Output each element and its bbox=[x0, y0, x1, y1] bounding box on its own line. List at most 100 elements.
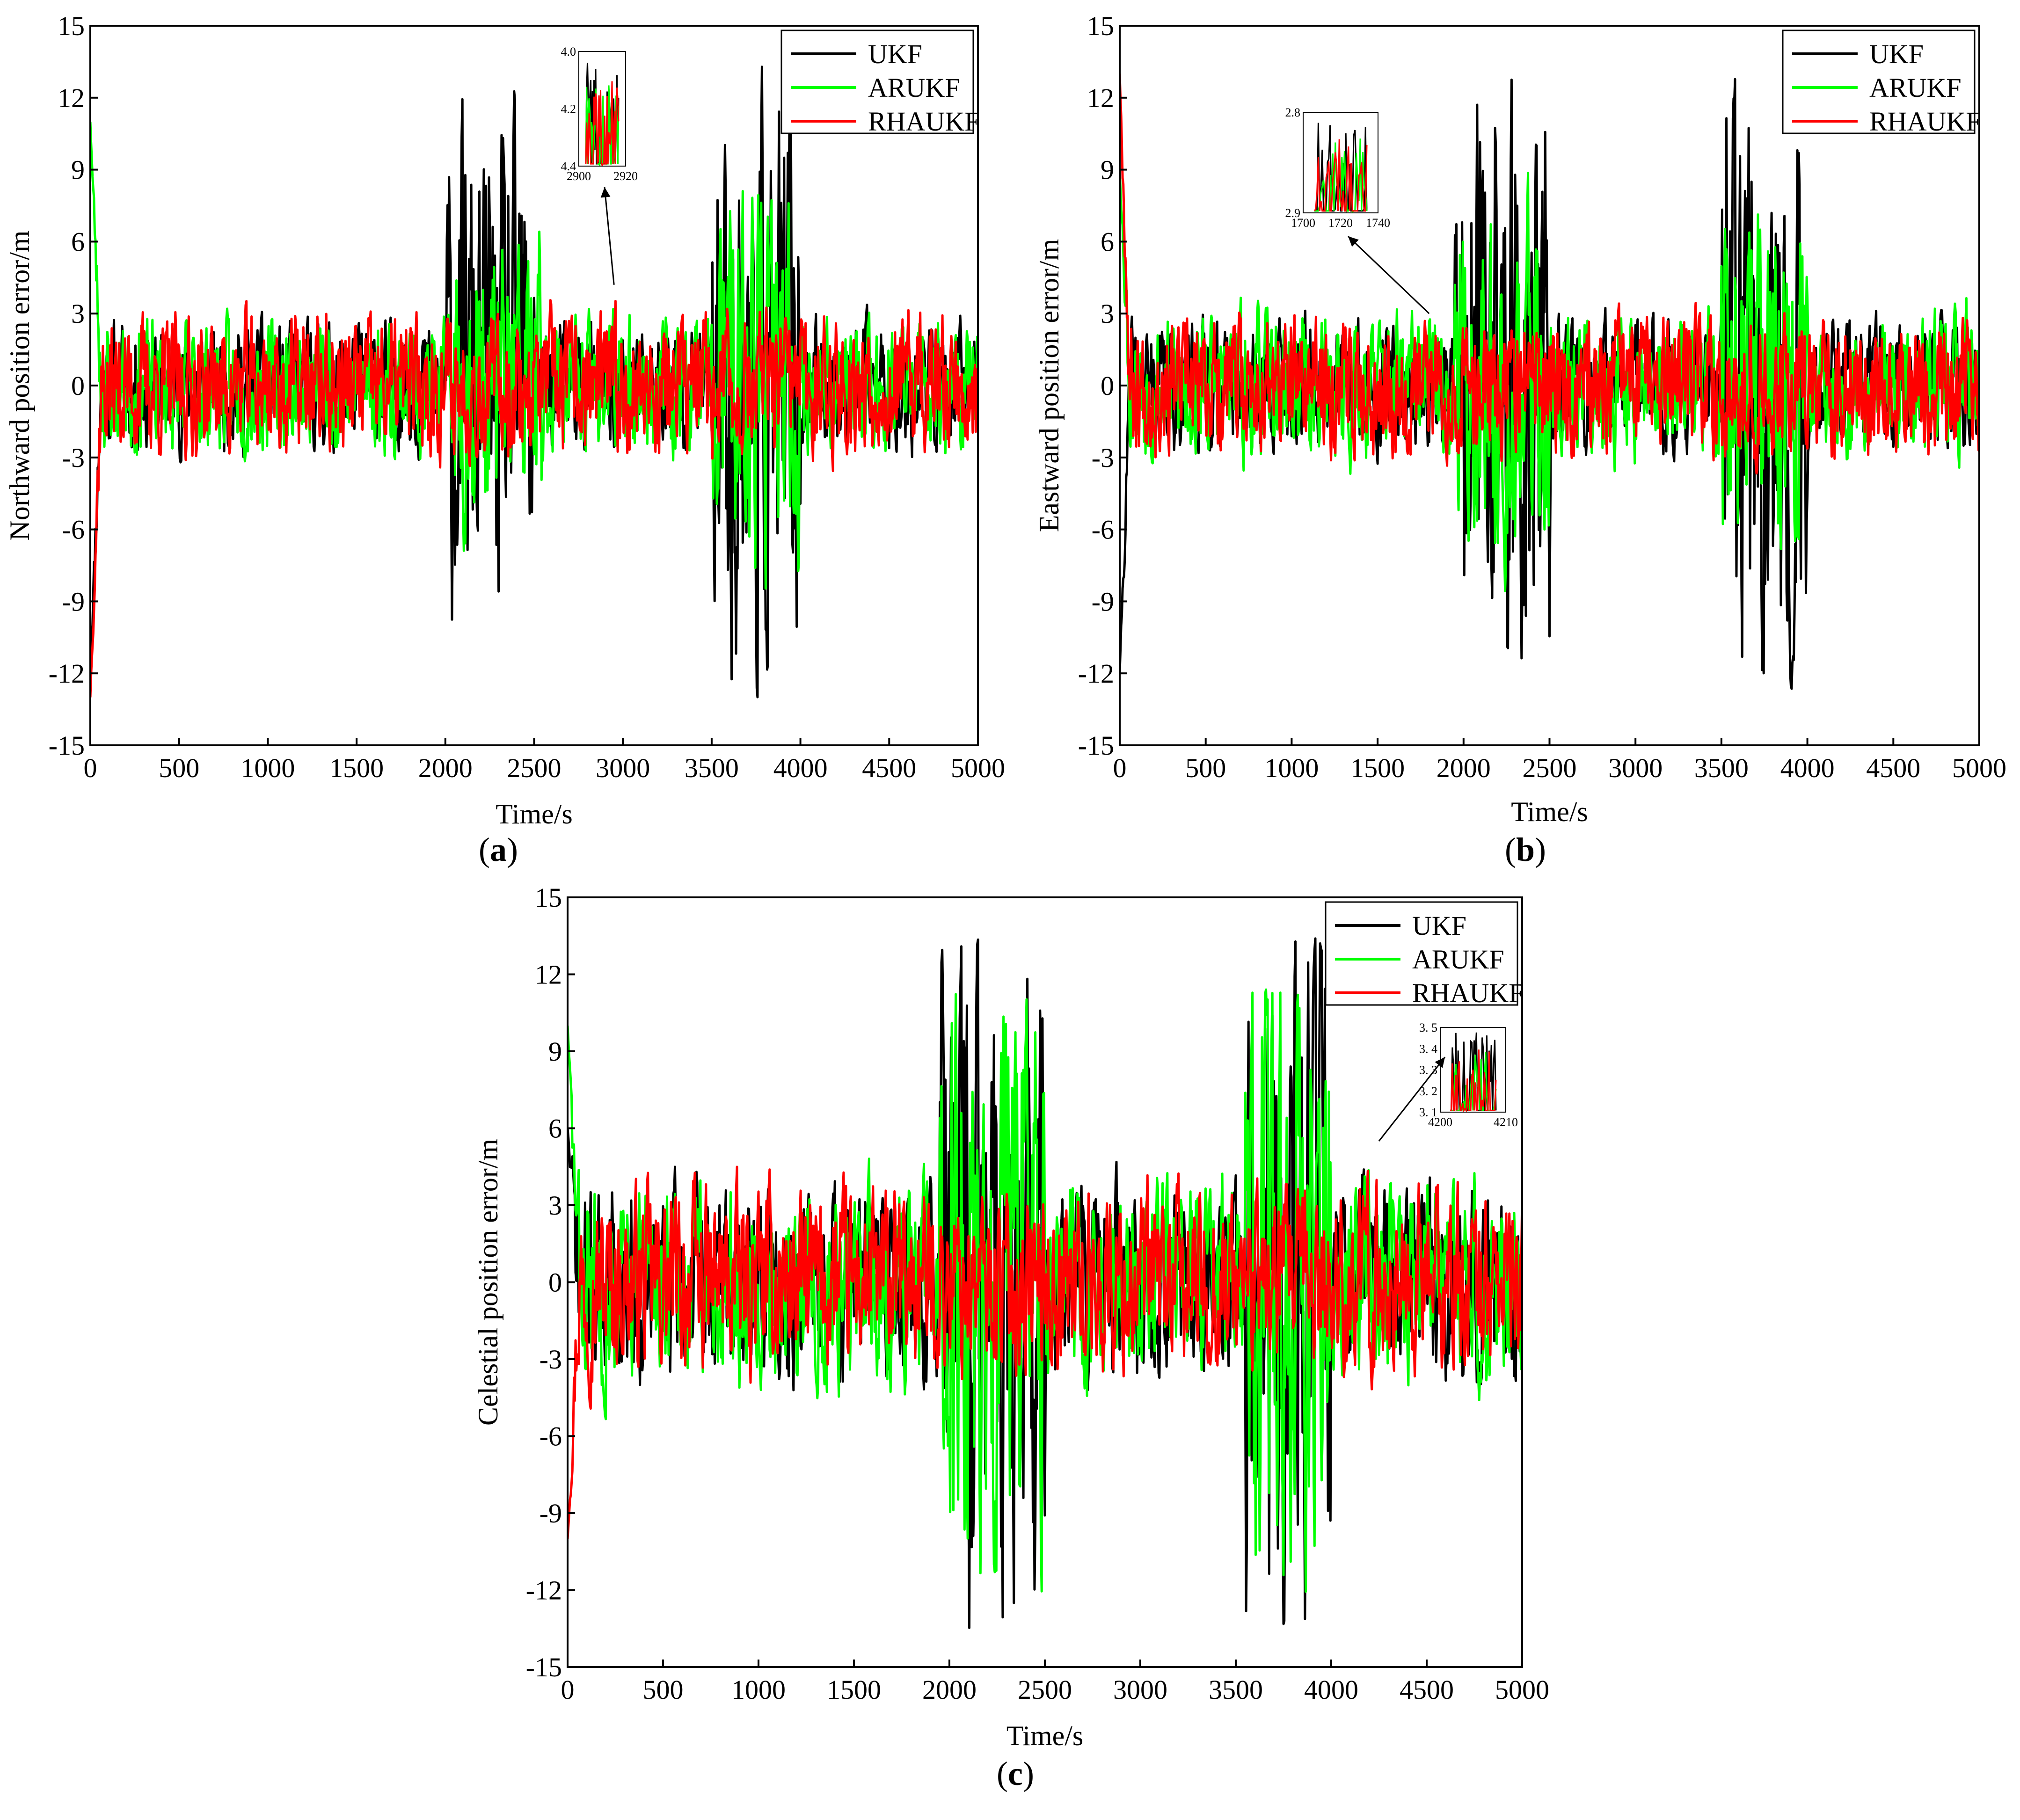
y-axis-label: Eastward position error/m bbox=[1034, 239, 1065, 532]
inset-arrow-head bbox=[1348, 236, 1359, 247]
series-line-rhaukf bbox=[90, 299, 978, 698]
x-tick-label: 4500 bbox=[1400, 1674, 1454, 1705]
inset-y-tick-label: 2.8 bbox=[1285, 106, 1301, 119]
inset-x-tick-label: 1740 bbox=[1366, 216, 1390, 230]
inset-arrow bbox=[1378, 1056, 1446, 1142]
inset: 1700 1720 1740 2.8 2.9 bbox=[1285, 106, 1430, 314]
x-tick-label: 1000 bbox=[1264, 753, 1319, 783]
y-tick-label: -6 bbox=[62, 515, 85, 545]
x-tick-label: 1500 bbox=[1350, 753, 1405, 783]
inset-x-tick-label: 2920 bbox=[613, 169, 638, 183]
y-tick-label: 15 bbox=[535, 882, 562, 913]
legend-box bbox=[780, 29, 974, 134]
y-tick-label: -15 bbox=[1078, 730, 1114, 761]
x-axis-label: Time/s bbox=[1511, 796, 1588, 827]
inset-y-tick-label: 3. 5 bbox=[1419, 1021, 1437, 1034]
x-tick-label: 4500 bbox=[1866, 753, 1920, 783]
y-tick-label: 9 bbox=[1101, 155, 1114, 185]
caption-letter: a bbox=[490, 831, 507, 868]
inset-y-tick-label: 3. 1 bbox=[1419, 1106, 1437, 1119]
y-axis-label: Northward position error/m bbox=[4, 230, 35, 540]
inset-x-tick-label: 4200 bbox=[1428, 1115, 1452, 1129]
panel-caption: (b) bbox=[1505, 831, 1546, 868]
y-tick-label: 15 bbox=[58, 11, 85, 41]
inset-series-rhaukf bbox=[585, 81, 620, 166]
caption-letter: c bbox=[1008, 1755, 1023, 1792]
x-axis-label: Time/s bbox=[496, 799, 573, 830]
y-tick-label: -12 bbox=[49, 658, 85, 689]
legend-label-rhaukf: RHAUKF bbox=[1412, 978, 1524, 1008]
x-tick-label: 1000 bbox=[731, 1674, 786, 1705]
legend-label-rhaukf: RHAUKF bbox=[1869, 106, 1981, 137]
x-tick-label: 2000 bbox=[1437, 753, 1491, 783]
panel-caption: (c) bbox=[997, 1755, 1034, 1792]
legend-box bbox=[1325, 901, 1518, 1006]
inset-y-tick-label: 4.0 bbox=[561, 45, 576, 58]
x-tick-label: 5000 bbox=[951, 753, 1005, 783]
legend-label-arukf: ARUKF bbox=[868, 73, 960, 103]
y-tick-label: 9 bbox=[548, 1036, 562, 1067]
x-tick-label: 2500 bbox=[1018, 1674, 1072, 1705]
x-tick-label: 3500 bbox=[685, 753, 739, 783]
x-tick-label: 1500 bbox=[329, 753, 384, 783]
x-tick-label: 5000 bbox=[1952, 753, 2006, 783]
x-tick-label: 500 bbox=[159, 753, 199, 783]
legend-label-rhaukf: RHAUKF bbox=[868, 106, 980, 137]
y-tick-label: 0 bbox=[548, 1267, 562, 1298]
legend-label-ukf: UKF bbox=[1869, 39, 1924, 69]
y-tick-label: -6 bbox=[540, 1421, 562, 1452]
y-tick-label: 12 bbox=[535, 960, 562, 990]
legend-label-ukf: UKF bbox=[868, 39, 922, 69]
series-line-rhaukf bbox=[1120, 73, 1979, 475]
panel-caption: (a) bbox=[479, 831, 518, 868]
y-tick-label: -3 bbox=[540, 1344, 562, 1375]
series-line-arukf bbox=[90, 122, 978, 590]
panel-c: 0 500 1000 1500 2000 2500 3000 3500 4000 4500 5000… bbox=[473, 882, 1549, 1792]
inset-arrow-head bbox=[1435, 1057, 1445, 1068]
caption-close: ) bbox=[1023, 1755, 1034, 1792]
inset-series-rhaukf bbox=[1313, 139, 1368, 212]
inset: 2900 2920 4.0 4.2 4.4 bbox=[561, 45, 638, 285]
y-tick-label: -9 bbox=[62, 586, 85, 617]
x-tick-label: 2500 bbox=[507, 753, 562, 783]
y-axis-label: Celestial position error/m bbox=[473, 1139, 503, 1426]
legend-box bbox=[1782, 29, 1976, 134]
y-tick-label: 6 bbox=[548, 1114, 562, 1144]
y-tick-label: 3 bbox=[548, 1190, 562, 1221]
y-tick-label: -3 bbox=[62, 443, 85, 473]
y-tick-label: 3 bbox=[71, 298, 85, 329]
x-tick-label: 0 bbox=[84, 753, 97, 783]
y-tick-label: 0 bbox=[71, 371, 85, 401]
y-tick-label: 9 bbox=[71, 155, 85, 185]
inset-x-tick-label: 1700 bbox=[1291, 216, 1315, 230]
caption-close: ) bbox=[507, 831, 518, 868]
y-tick-label: 12 bbox=[1087, 83, 1114, 113]
caption-close: ) bbox=[1535, 831, 1546, 868]
x-tick-label: 4000 bbox=[1780, 753, 1835, 783]
inset-x-tick-label: 2900 bbox=[567, 169, 591, 183]
inset-arrow bbox=[1347, 235, 1430, 314]
inset-arrow bbox=[604, 187, 615, 285]
x-tick-label: 4500 bbox=[862, 753, 916, 783]
y-tick-label: -15 bbox=[49, 730, 85, 761]
x-tick-label: 0 bbox=[1113, 753, 1127, 783]
x-axis-label: Time/s bbox=[1006, 1720, 1084, 1751]
inset-y-tick-label: 3. 4 bbox=[1419, 1042, 1437, 1056]
y-tick-label: -15 bbox=[526, 1652, 562, 1682]
x-tick-label: 500 bbox=[643, 1674, 684, 1705]
x-tick-label: 3000 bbox=[1113, 1674, 1167, 1705]
y-tick-label: -9 bbox=[1092, 586, 1114, 617]
legend-label-ukf: UKF bbox=[1412, 910, 1466, 941]
caption-open: ( bbox=[997, 1755, 1008, 1792]
x-tick-label: 1500 bbox=[827, 1674, 881, 1705]
y-tick-label: 6 bbox=[1101, 226, 1114, 257]
x-tick-label: 3000 bbox=[596, 753, 650, 783]
caption-open: ( bbox=[1505, 831, 1516, 868]
y-tick-label: -9 bbox=[540, 1498, 562, 1529]
inset-x-tick-label: 4210 bbox=[1494, 1115, 1518, 1129]
y-tick-label: 15 bbox=[1087, 11, 1114, 41]
